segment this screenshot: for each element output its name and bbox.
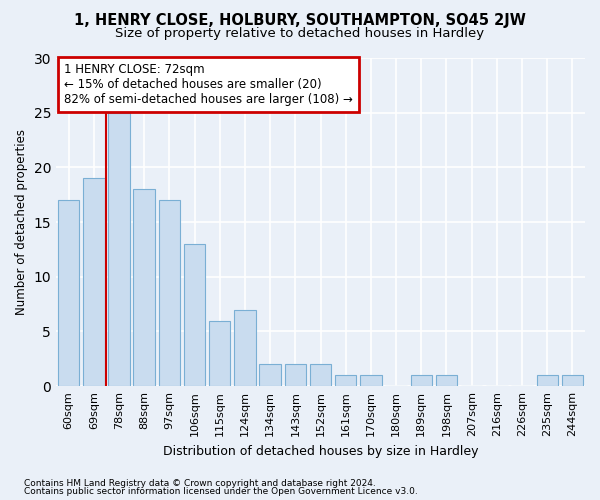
Bar bbox=[158, 200, 180, 386]
Text: 1 HENRY CLOSE: 72sqm
← 15% of detached houses are smaller (20)
82% of semi-detac: 1 HENRY CLOSE: 72sqm ← 15% of detached h… bbox=[64, 63, 353, 106]
X-axis label: Distribution of detached houses by size in Hardley: Distribution of detached houses by size … bbox=[163, 444, 478, 458]
Bar bbox=[109, 112, 130, 386]
Bar bbox=[310, 364, 331, 386]
Bar bbox=[184, 244, 205, 386]
Bar bbox=[436, 375, 457, 386]
Text: 1, HENRY CLOSE, HOLBURY, SOUTHAMPTON, SO45 2JW: 1, HENRY CLOSE, HOLBURY, SOUTHAMPTON, SO… bbox=[74, 12, 526, 28]
Bar bbox=[562, 375, 583, 386]
Bar bbox=[410, 375, 432, 386]
Bar bbox=[58, 200, 79, 386]
Bar bbox=[284, 364, 306, 386]
Bar bbox=[536, 375, 558, 386]
Bar bbox=[259, 364, 281, 386]
Bar bbox=[83, 178, 104, 386]
Bar bbox=[133, 190, 155, 386]
Bar bbox=[360, 375, 382, 386]
Bar bbox=[335, 375, 356, 386]
Bar bbox=[209, 320, 230, 386]
Text: Contains HM Land Registry data © Crown copyright and database right 2024.: Contains HM Land Registry data © Crown c… bbox=[24, 478, 376, 488]
Text: Contains public sector information licensed under the Open Government Licence v3: Contains public sector information licen… bbox=[24, 487, 418, 496]
Bar bbox=[234, 310, 256, 386]
Y-axis label: Number of detached properties: Number of detached properties bbox=[15, 129, 28, 315]
Text: Size of property relative to detached houses in Hardley: Size of property relative to detached ho… bbox=[115, 28, 485, 40]
